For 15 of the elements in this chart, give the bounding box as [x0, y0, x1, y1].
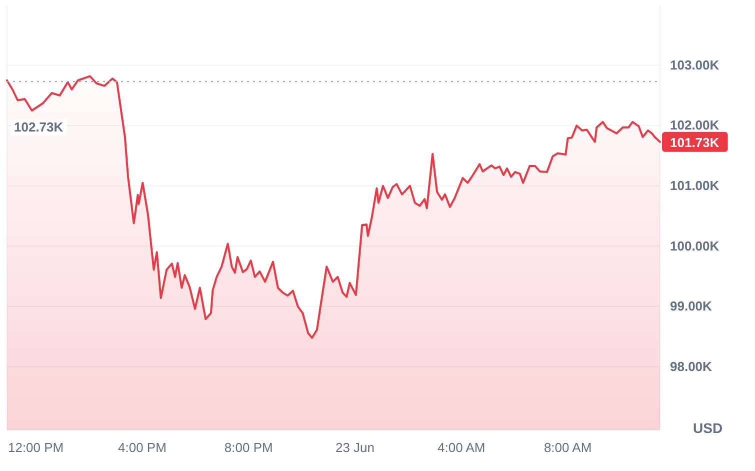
y-tick-label: 98.00K — [670, 358, 713, 374]
y-tick-label: 101.00K — [670, 178, 720, 194]
x-tick-label: 12:00 PM — [8, 440, 64, 456]
annotation: 101.73K — [670, 134, 720, 150]
y-tick-label: 99.00K — [670, 298, 713, 314]
y-tick-label: 100.00K — [670, 238, 720, 254]
y-tick-label: 103.00K — [670, 57, 720, 72]
x-tick-label: 8:00 AM — [544, 440, 592, 456]
y-axis-title: USD — [693, 420, 723, 436]
x-tick-label: 4:00 AM — [438, 440, 486, 456]
x-tick-label: 4:00 PM — [118, 440, 166, 456]
x-tick-label: 23 Jun — [335, 440, 375, 456]
y-tick-label: 102.00K — [670, 118, 720, 133]
x-tick-label: 8:00 PM — [224, 440, 273, 456]
ref-line-label: 102.73K — [14, 120, 64, 135]
